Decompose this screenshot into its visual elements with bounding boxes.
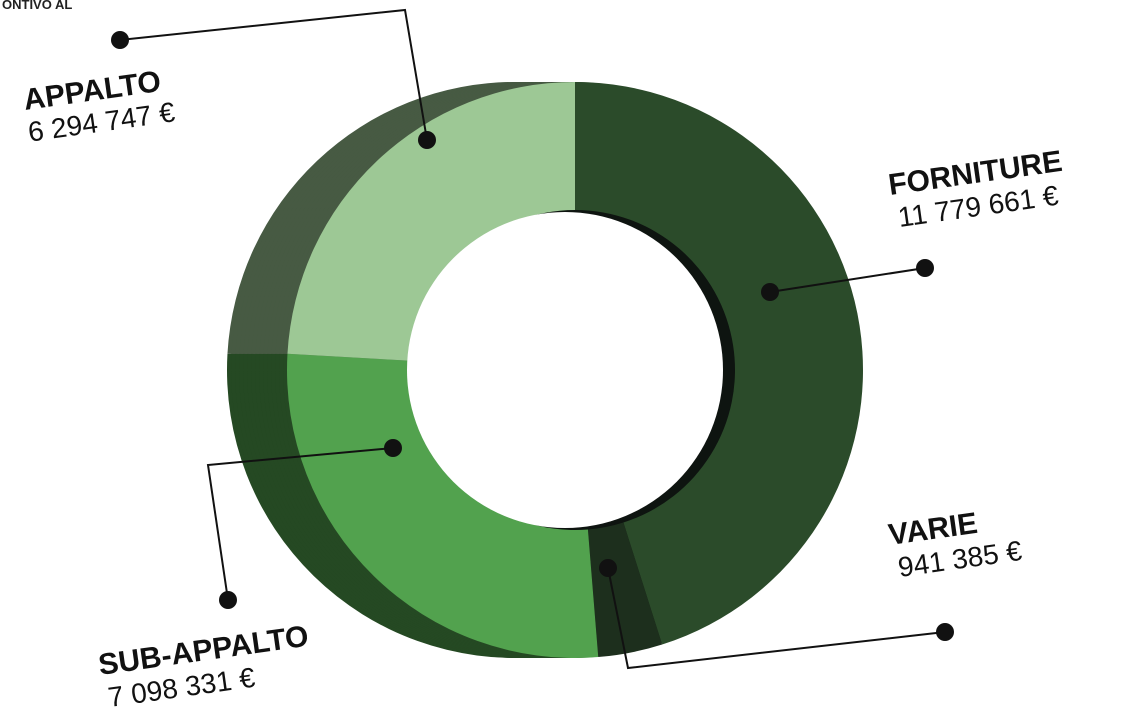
donut-segment: [287, 82, 575, 362]
donut-center: [407, 212, 723, 528]
leader-line: [206, 447, 394, 601]
leader-dot: [916, 259, 934, 277]
leader-dot: [936, 623, 954, 641]
leader-dot: [219, 591, 237, 609]
leader-line: [119, 8, 428, 141]
donut-segment: [575, 82, 863, 645]
cropped-title: ONTIVO AL: [2, 0, 72, 12]
leader-line: [607, 567, 946, 670]
leader-dot: [599, 559, 617, 577]
leaders: [111, 8, 954, 670]
leader-dot: [384, 439, 402, 457]
donut: [226, 82, 863, 658]
donut-segment: [587, 522, 663, 658]
leader-dot: [418, 131, 436, 149]
leader-dot: [111, 31, 129, 49]
donut-segment: [287, 353, 599, 658]
leader-line: [769, 267, 926, 293]
leader-dot: [761, 283, 779, 301]
